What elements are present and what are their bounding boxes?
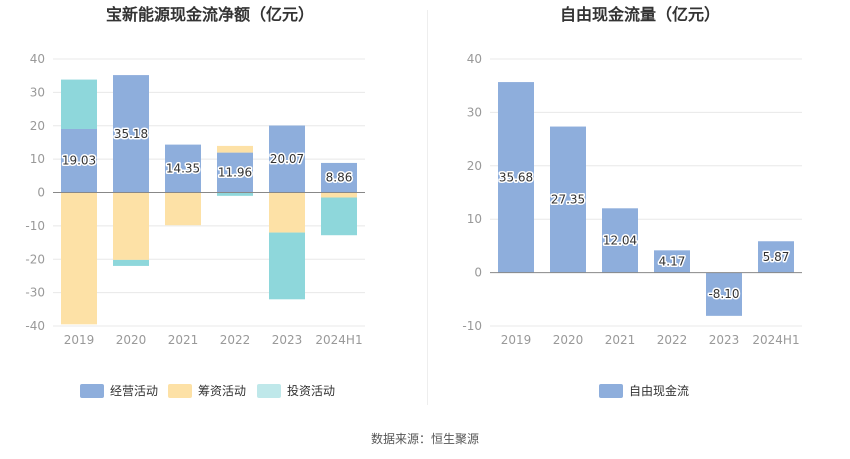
legend-label: 自由现金流 [629,383,689,398]
y-tick-label: -30 [25,286,45,300]
bar-financing [113,192,149,260]
data-label: 14.35 [166,162,200,176]
legend-swatch [168,384,192,398]
bar-operating [269,125,305,193]
bar-operating [61,128,97,193]
y-tick-label: 0 [474,266,482,280]
legend-swatch [80,384,104,398]
y-tick-label: 20 [467,159,482,173]
bar-investing [321,197,357,236]
y-tick-label: 30 [467,105,482,119]
y-tick-label: 40 [30,52,45,66]
bar-investing [113,259,149,266]
legend-label: 筹资活动 [198,384,246,398]
chart-title: 自由现金流量（亿元） [560,5,720,24]
y-tick-label: -40 [25,319,45,333]
x-tick-label: 2021 [168,333,199,347]
bar-operating [321,162,357,193]
bar-operating [165,144,201,193]
data-label: 8.86 [326,171,353,185]
x-tick-label: 2023 [709,333,740,347]
data-label: 27.35 [551,193,585,207]
data-label: 11.96 [218,166,252,180]
data-label: 20.07 [270,152,304,166]
chart-title: 宝新能源现金流净额（亿元） [106,5,314,24]
legend-label: 投资活动 [287,383,335,398]
data-label: 19.03 [62,154,96,168]
bar-fcf [654,250,690,273]
data-label: 35.68 [499,170,533,184]
data-label: 12.04 [603,233,637,247]
cash-flow-chart: 宝新能源现金流净额（亿元） 40 30 20 10 0 -10 -20 -30 -40 2019 20… [25,5,365,398]
chart-divider [427,10,428,405]
y-tick-label: -20 [25,252,45,266]
x-tick-label: 2022 [657,333,688,347]
legend-swatch [599,384,623,398]
bar-financing [61,192,97,325]
y-tick-label: 10 [467,212,482,226]
y-tick-label: 0 [37,186,45,200]
bar-financing [269,192,305,233]
y-tick-label: -10 [462,319,482,333]
x-tick-label: 2022 [220,333,251,347]
x-tick-label: 2024H1 [752,333,799,347]
x-tick-label: 2020 [553,333,584,347]
free-cash-flow-chart: 自由现金流量（亿元） 40 30 20 10 0 -10 2019 2020 2021 2022 20… [462,5,802,398]
data-label: 4.17 [659,254,686,268]
x-tick-label: 2020 [116,333,147,347]
bar-operating [217,152,253,193]
bar-fcf [550,126,586,273]
bar-investing [269,232,305,300]
legend-swatch [257,384,281,398]
bar-financing [321,192,357,198]
y-tick-label: 10 [30,152,45,166]
legend-label: 经营活动 [110,384,158,398]
bar-financing [165,192,201,226]
data-label: -8.10 [708,287,739,301]
bar-investing [217,192,253,196]
y-tick-label: 40 [467,52,482,66]
x-tick-label: 2019 [64,333,95,347]
data-label: 35.18 [114,127,148,141]
bar-investing [61,79,97,129]
y-tick-label: 20 [30,119,45,133]
source-note: 数据来源：恒生聚源 [370,432,479,446]
bar-financing [217,145,253,153]
bar-operating [113,75,149,193]
y-tick-label: -10 [25,219,45,233]
x-tick-label: 2019 [501,333,532,347]
bar-fcf [498,82,534,273]
x-tick-label: 2024H1 [315,333,362,347]
bar-fcf [602,208,638,273]
bar-fcf [706,272,742,316]
data-label: 5.87 [763,250,790,264]
bar-fcf [758,241,794,273]
charts-canvas: 宝新能源现金流净额（亿元） 40 30 20 10 0 -10 -20 -30 -40 2019 20… [25,5,802,398]
x-tick-label: 2021 [605,333,636,347]
x-tick-label: 2023 [272,333,303,347]
y-tick-label: 30 [30,85,45,99]
